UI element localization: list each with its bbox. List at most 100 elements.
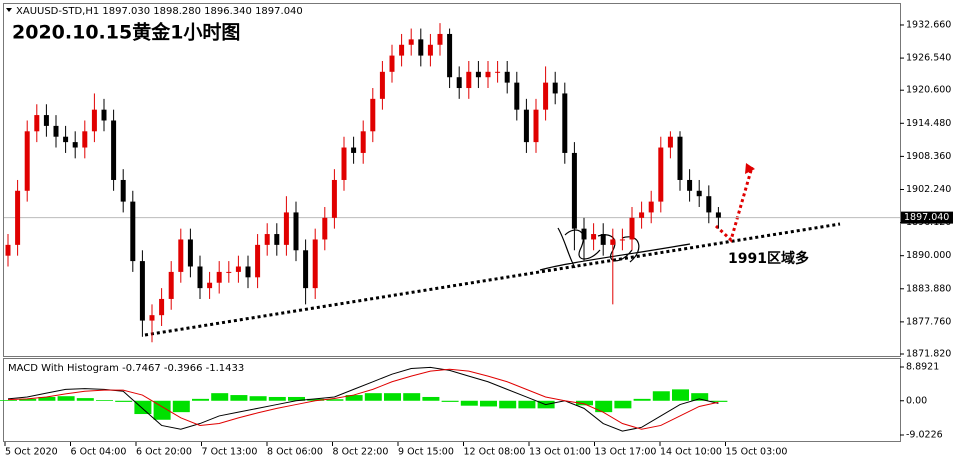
histogram-bar (652, 391, 670, 401)
y-tick-label: 1926.540 (906, 53, 951, 64)
histogram-bar (76, 398, 94, 401)
y-tick-label: 1908.360 (906, 151, 951, 162)
last-price-label: 1897.040 (904, 212, 949, 223)
histogram-bar (422, 396, 440, 401)
candle-body (437, 33, 443, 45)
candle-body (197, 266, 203, 289)
histogram-bar (460, 400, 478, 406)
candle-body (331, 179, 337, 218)
candle-body (523, 109, 529, 143)
candle-body (706, 196, 712, 213)
candle-body (370, 98, 376, 132)
candle-body (360, 131, 366, 153)
y-tick-label: 8.8921 (906, 362, 939, 373)
histogram-bar (38, 396, 56, 401)
candle-body (418, 39, 424, 56)
candle-body (389, 55, 395, 72)
arrow-head (745, 163, 755, 174)
histogram-bar (345, 395, 363, 401)
candle-body (427, 44, 433, 56)
histogram-bar (576, 400, 593, 406)
x-tick-label: 8 Oct 22:00 (333, 447, 389, 458)
candle-body (447, 33, 453, 78)
candle-body (533, 109, 539, 143)
histogram-bar (115, 400, 133, 402)
histogram-bar (499, 400, 517, 409)
candle-body (91, 109, 97, 132)
candle-body (53, 125, 59, 137)
candle-body (216, 271, 222, 283)
histogram-bar (249, 396, 267, 401)
candle-body (139, 261, 145, 321)
candle-body (610, 239, 616, 245)
candle-body (178, 239, 184, 272)
main-frame (3, 3, 901, 357)
candle-body (504, 71, 510, 83)
y-tick-label: -9.0226 (906, 430, 943, 441)
candle-body (15, 190, 21, 245)
macd-line (7, 368, 719, 430)
candle-body (130, 201, 136, 262)
candle-body (149, 315, 155, 321)
candle-body (322, 217, 328, 240)
candle-body (658, 147, 664, 202)
candle-body (34, 115, 40, 132)
x-tick-label: 15 Oct 03:00 (726, 447, 788, 458)
candle-body (303, 250, 309, 289)
candle-body (629, 217, 635, 240)
candle-body (255, 244, 261, 278)
signature (539, 227, 691, 271)
forecast-arrow (714, 166, 754, 243)
x-tick-label: 13 Oct 17:00 (595, 447, 657, 458)
x-tick-label: 5 Oct 2020 (5, 447, 58, 458)
histogram-bar (307, 398, 325, 401)
y-tick-label: 0.00 (906, 395, 927, 406)
candle-body (264, 234, 270, 245)
histogram-bar (57, 396, 75, 401)
candle-body (274, 234, 280, 245)
y-tick-label: 1883.880 (906, 283, 951, 294)
histogram-bar (633, 398, 651, 401)
x-tick-label: 13 Oct 01:00 (529, 447, 591, 458)
histogram-bar (153, 400, 171, 420)
candle-body (399, 44, 405, 56)
y-tick-label: 1914.480 (906, 118, 951, 129)
candle-body (600, 234, 606, 245)
candle-body (581, 228, 587, 240)
candle-body (667, 136, 673, 148)
candle-body (466, 71, 472, 89)
candle-body (379, 71, 385, 99)
candle-body (293, 212, 299, 251)
candle-body (159, 298, 165, 316)
histogram-bar (192, 398, 209, 401)
histogram-bar (672, 389, 689, 401)
candle-body (456, 77, 462, 89)
menu-icon (6, 8, 12, 12)
candle-body (63, 136, 69, 143)
candle-body (111, 120, 117, 180)
histogram-bar (384, 393, 401, 401)
candle-body (619, 239, 625, 241)
candle-body (543, 82, 549, 110)
candle-body (245, 266, 251, 278)
y-tick-label: 1932.660 (906, 19, 951, 30)
histogram-bar (518, 400, 536, 409)
histogram-bar (230, 395, 248, 401)
chart-title: 2020.10.15黄金1小时图 (12, 21, 240, 44)
candle-body (514, 82, 520, 110)
candle-body (226, 271, 232, 273)
header: XAUUSD-STD,H1 1897.030 1898.280 1896.340… (16, 6, 303, 17)
candle-body (485, 71, 491, 78)
y-tick-label: 1877.760 (906, 316, 951, 327)
candle-body (495, 71, 501, 73)
candle-body (187, 239, 193, 267)
candle-body (82, 131, 88, 148)
y-tick-label: 1890.000 (906, 250, 951, 261)
histogram-bar (480, 400, 497, 407)
candle-body (475, 71, 481, 78)
x-tick-label: 12 Oct 08:00 (464, 447, 526, 458)
histogram-bar (441, 400, 459, 402)
histogram-bar (19, 398, 37, 401)
